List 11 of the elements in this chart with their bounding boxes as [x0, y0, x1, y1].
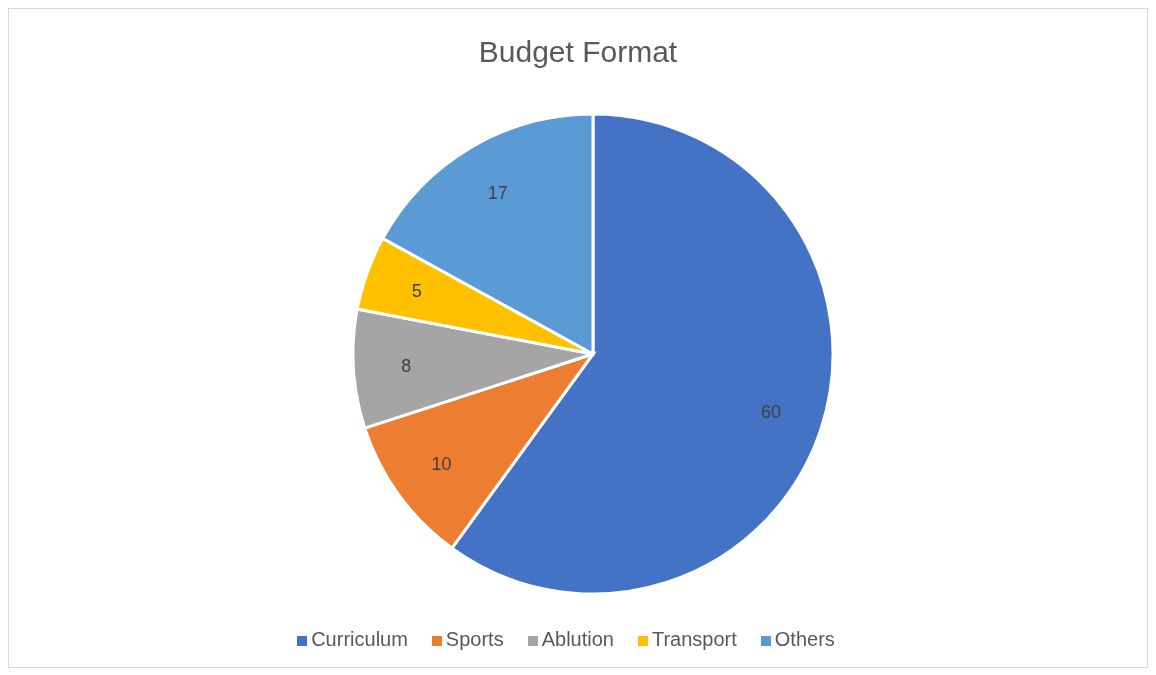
legend-label: Transport: [651, 628, 737, 650]
data-label: 10: [431, 454, 452, 475]
data-label: 60: [761, 401, 782, 422]
legend-label: Ablution: [541, 628, 614, 650]
data-label: 8: [401, 355, 412, 376]
data-label: 17: [487, 182, 508, 203]
chart-title: Budget Format: [477, 35, 679, 69]
legend-label: Sports: [445, 628, 504, 650]
data-label: 5: [411, 280, 422, 301]
legend-label: Others: [774, 628, 835, 650]
legend-label: Curriculum: [311, 628, 408, 650]
